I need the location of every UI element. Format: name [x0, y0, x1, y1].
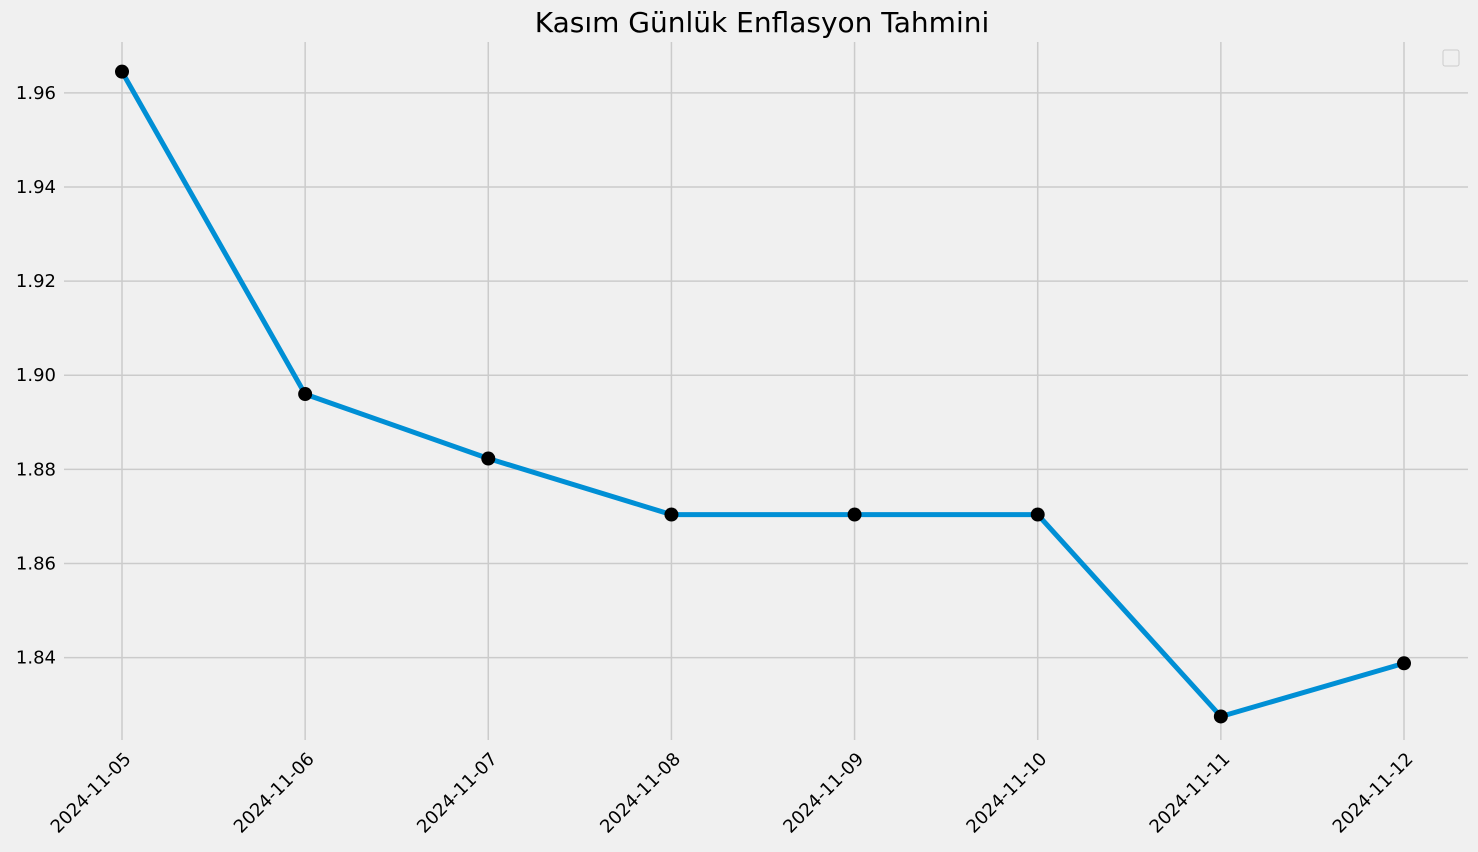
marker-layer	[115, 64, 1411, 724]
chart-title: Kasım Günlük Enflasyon Tahmini	[535, 6, 990, 39]
series-line	[119, 69, 1407, 719]
data-point	[1030, 507, 1045, 522]
y-tick-label: 1.86	[16, 553, 56, 574]
y-tick-label: 1.90	[16, 365, 56, 386]
data-point	[664, 507, 679, 522]
data-point	[115, 64, 129, 79]
y-axis-ticks: 1.84 1.86 1.88 1.90 1.92 1.94 1.96	[16, 83, 56, 669]
series-layer	[119, 69, 1407, 719]
y-tick-label: 1.84	[16, 648, 56, 669]
data-point	[847, 507, 862, 522]
data-point	[1397, 656, 1411, 671]
legend-box	[1442, 49, 1460, 67]
data-point	[298, 387, 313, 402]
data-point	[1213, 709, 1228, 724]
y-tick-label: 1.96	[16, 83, 56, 104]
y-tick-label: 1.92	[16, 271, 56, 292]
y-tick-label: 1.88	[16, 459, 56, 480]
y-tick-label: 1.94	[16, 177, 56, 198]
grid	[64, 42, 1468, 740]
data-point	[481, 451, 496, 466]
